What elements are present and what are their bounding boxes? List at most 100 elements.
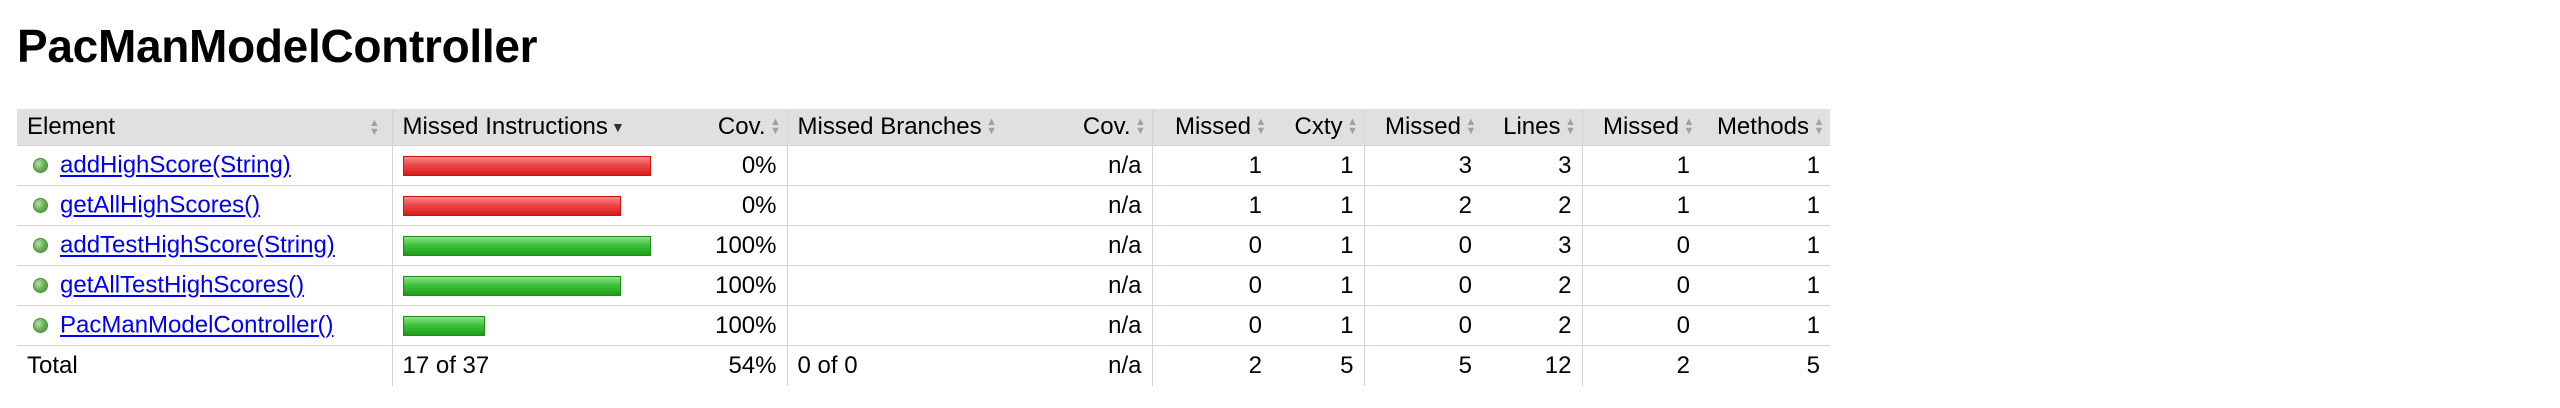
total-label: Total: [27, 352, 78, 379]
total-lines: 12: [1544, 352, 1572, 379]
sort-icon[interactable]: ▲ ▼: [1465, 116, 1477, 138]
missed-instructions-column-header[interactable]: Missed Instructions▲▼: [391, 109, 672, 146]
lines-cell: 3: [1482, 225, 1582, 266]
missed-complexity-column-header[interactable]: Missed ▲ ▼: [1151, 109, 1272, 146]
column-header-label: Element: [27, 113, 116, 141]
missed-lines-cell: 3: [1363, 145, 1482, 186]
coverage-bar: [402, 316, 485, 337]
sort-icon[interactable]: ▲ ▼: [986, 116, 998, 138]
missed-branches-cell: [786, 305, 1037, 346]
sort-icon[interactable]: ▲ ▼: [1347, 116, 1358, 138]
missed-complexity-cell: 1: [1151, 185, 1272, 226]
element-cell: getAllTestHighScores(): [17, 265, 392, 306]
total-missed-complexity: 2: [1151, 345, 1272, 386]
missed-branches-column-header[interactable]: Missed Branches ▲ ▼: [786, 109, 1037, 146]
coverage-bar: [402, 156, 651, 177]
sort-icon[interactable]: ▲ ▼: [369, 117, 380, 138]
sort-descending-icon[interactable]: ▲▼: [610, 119, 625, 136]
method-link[interactable]: getAllHighScores(): [60, 191, 261, 219]
missed-methods-cell: 1: [1581, 145, 1700, 186]
table-row: getAllTestHighScores() 100% n/a 0 1 0 2 0 1: [17, 265, 1830, 306]
instruction-coverage-cell: 100%: [672, 305, 787, 346]
methods-column-header[interactable]: Methods ▲ ▼: [1700, 109, 1830, 146]
complexity-cell: 1: [1272, 265, 1364, 306]
missed-branches-cell: [786, 145, 1037, 186]
instruction-coverage-cell: 0%: [672, 145, 787, 186]
sort-icon[interactable]: ▲ ▼: [770, 116, 781, 138]
column-header-label: Cov.: [1082, 113, 1131, 141]
method-link[interactable]: PacManModelController(): [60, 311, 334, 339]
total-missed-methods: 2: [1581, 345, 1700, 386]
branch-coverage-cell: n/a: [1037, 265, 1152, 306]
method-icon: [33, 238, 48, 254]
missed-complexity-cell: 0: [1151, 265, 1272, 306]
lines-column-header[interactable]: Lines ▲ ▼: [1482, 109, 1582, 146]
method-icon: [33, 278, 48, 294]
missed-branches-cell: [786, 225, 1037, 266]
total-branch-coverage: n/a: [1108, 352, 1142, 379]
table-row: getAllHighScores() 0% n/a 1 1 2 2 1 1: [17, 185, 1830, 226]
header-row: Element▲▼Missed Instructions▲▼Cov.▲▼Miss…: [17, 109, 1830, 146]
missed-methods-column-header[interactable]: Missed ▲ ▼: [1581, 109, 1700, 146]
total-instruction-coverage: 54%: [728, 352, 777, 379]
missed-instructions-cell: [391, 305, 672, 346]
coverage-bar: [402, 196, 621, 217]
coverage-table: Element▲▼Missed Instructions▲▼Cov.▲▼Miss…: [17, 109, 1830, 386]
missed-lines-cell: 0: [1363, 225, 1482, 266]
method-link[interactable]: addHighScore(String): [60, 151, 291, 179]
total-row: Total 17 of 37 54% 0 of 0 n/a 2 5 5 12 2…: [17, 345, 1830, 386]
instruction-coverage-column-header[interactable]: Cov. ▲ ▼: [672, 109, 787, 146]
column-header-label: Missed: [1384, 113, 1461, 141]
branch-coverage-column-header[interactable]: Cov. ▲ ▼: [1037, 109, 1152, 146]
element-column-header[interactable]: Element ▲ ▼: [17, 109, 392, 146]
element-cell: PacManModelController(): [17, 305, 392, 346]
element-cell: getAllHighScores(): [17, 185, 392, 226]
branch-coverage-cell: n/a: [1037, 145, 1152, 186]
complexity-cell: 1: [1272, 145, 1364, 186]
missed-lines-cell: 0: [1363, 265, 1482, 306]
coverage-bar: [402, 276, 621, 297]
methods-cell: 1: [1700, 305, 1830, 346]
table-row: addTestHighScore(String) 100% n/a 0 1 0 3 0 1: [17, 225, 1830, 266]
sort-icon[interactable]: ▲ ▼: [1565, 116, 1576, 138]
complexity-cell: 1: [1272, 185, 1364, 226]
missed-instructions-cell: [391, 225, 672, 266]
method-link[interactable]: getAllTestHighScores(): [60, 271, 305, 299]
missed-lines-column-header[interactable]: Missed ▲ ▼: [1363, 109, 1482, 146]
missed-complexity-cell: 0: [1151, 305, 1272, 346]
complexity-column-header[interactable]: Cxty ▲ ▼: [1272, 109, 1364, 146]
instruction-coverage-cell: 100%: [672, 265, 787, 306]
column-header-label: Cov.: [717, 113, 766, 141]
lines-cell: 3: [1482, 145, 1582, 186]
missed-instructions-cell: [391, 265, 672, 306]
missed-complexity-cell: 0: [1151, 225, 1272, 266]
sort-icon[interactable]: ▲ ▼: [1813, 116, 1825, 138]
table-body: addHighScore(String) 0% n/a 1 1 3 3 1 1 getAllHig…: [17, 145, 1830, 346]
methods-cell: 1: [1700, 145, 1830, 186]
column-header-label: Missed: [1602, 113, 1679, 141]
missed-methods-cell: 1: [1581, 185, 1700, 226]
sort-icon[interactable]: ▲ ▼: [1135, 116, 1146, 138]
total-missed-branches: 0 of 0: [786, 345, 1037, 386]
instruction-coverage-cell: 100%: [672, 225, 787, 266]
missed-branches-cell: [786, 265, 1037, 306]
column-header-label: Cxty: [1294, 113, 1343, 141]
column-header-label: Missed Instructions: [402, 113, 608, 141]
missed-lines-cell: 0: [1363, 305, 1482, 346]
column-header-label: Lines: [1503, 113, 1561, 141]
lines-cell: 2: [1482, 305, 1582, 346]
instruction-coverage-cell: 0%: [672, 185, 787, 226]
complexity-cell: 1: [1272, 225, 1364, 266]
missed-complexity-cell: 1: [1151, 145, 1272, 186]
missed-methods-cell: 0: [1581, 265, 1700, 306]
missed-instructions-cell: [391, 185, 672, 226]
branch-coverage-cell: n/a: [1037, 225, 1152, 266]
method-link[interactable]: addTestHighScore(String): [60, 231, 335, 259]
total-missed-instructions: 17 of 37: [391, 345, 672, 386]
missed-branches-cell: [786, 185, 1037, 226]
sort-icon[interactable]: ▲ ▼: [1683, 116, 1695, 138]
element-cell: addHighScore(String): [17, 145, 392, 186]
column-header-label: Methods: [1716, 113, 1809, 141]
sort-icon[interactable]: ▲ ▼: [1255, 116, 1267, 138]
method-icon: [33, 198, 48, 214]
